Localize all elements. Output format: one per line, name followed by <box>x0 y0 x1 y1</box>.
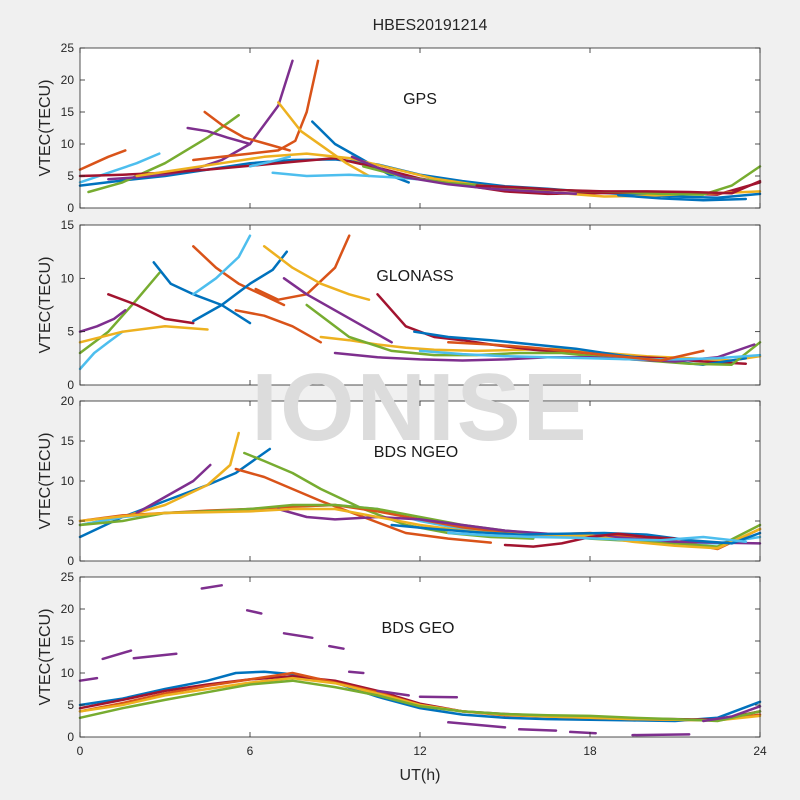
series-line <box>132 652 178 660</box>
y-tick-label: 10 <box>61 137 75 151</box>
series-line <box>78 447 272 539</box>
y-tick-label: 0 <box>67 201 74 215</box>
y-tick-label: 5 <box>67 698 74 712</box>
series-line <box>305 303 762 366</box>
series-line <box>617 193 748 202</box>
x-axis-label: UT(h) <box>400 767 441 784</box>
series-line <box>192 59 320 162</box>
y-tick-label: 10 <box>61 474 75 488</box>
series-line <box>87 113 240 194</box>
series-line <box>248 155 291 168</box>
y-axis-label: VTEC(TECU) <box>37 257 54 354</box>
series-line <box>203 110 291 152</box>
series-line <box>234 467 493 544</box>
x-tick-label: 18 <box>583 744 597 758</box>
y-tick-label: 0 <box>67 730 74 744</box>
x-tick-label: 6 <box>247 744 254 758</box>
x-tick-label: 0 <box>77 744 84 758</box>
panels: 0 5 10 15 20 25 GPS VTEC(TECU) 0 5 10 15 GLONASS VTEC… <box>37 41 767 758</box>
series-line <box>245 609 263 615</box>
series-line <box>192 234 252 296</box>
y-tick-label: 15 <box>61 105 75 119</box>
y-tick-label: 5 <box>67 169 74 183</box>
plot-area <box>80 577 760 737</box>
watermark: IONISE <box>251 354 588 461</box>
series-line <box>447 721 507 729</box>
series-line <box>282 632 314 640</box>
series-line <box>418 349 762 361</box>
panel-label: BDS GEO <box>382 620 455 637</box>
panel-1: 0 5 10 15 GLONASS VTEC(TECU) <box>37 218 762 392</box>
y-tick-label: 20 <box>61 73 75 87</box>
series-line <box>702 705 762 723</box>
series-line <box>447 341 705 362</box>
series-line <box>350 155 578 196</box>
y-tick-label: 25 <box>61 41 75 55</box>
y-axis-label: VTEC(TECU) <box>37 433 54 530</box>
series-line <box>186 126 252 146</box>
figure-title: HBES20191214 <box>373 17 488 34</box>
series-line <box>234 309 323 344</box>
panel-3: 0 5 10 15 20 25 0 6 12 18 24 BDS GEO VTEC(TECU) <box>37 570 767 758</box>
series-line <box>517 728 558 732</box>
y-tick-label: 0 <box>67 554 74 568</box>
y-axis-label: VTEC(TECU) <box>37 609 54 706</box>
series-line <box>390 523 762 545</box>
series-line <box>475 179 762 195</box>
series-line <box>277 507 762 545</box>
series-line <box>503 532 677 548</box>
series-line <box>282 277 393 344</box>
x-tick-label: 12 <box>413 744 427 758</box>
series-line <box>78 152 161 184</box>
y-tick-label: 0 <box>67 378 74 392</box>
series-line <box>78 670 762 723</box>
y-tick-label: 15 <box>61 218 75 232</box>
series-line <box>78 149 127 171</box>
series-line <box>376 689 410 697</box>
plot-area <box>80 48 760 208</box>
series-line <box>418 695 459 699</box>
series-line <box>347 670 365 675</box>
series-line <box>568 730 597 735</box>
panel-0: 0 5 10 15 20 25 GPS VTEC(TECU) <box>37 41 762 215</box>
y-axis-label: VTEC(TECU) <box>37 80 54 177</box>
series-line <box>135 463 212 515</box>
x-tick-label: 24 <box>753 744 767 758</box>
panel-label: BDS NGEO <box>374 444 458 461</box>
series-line <box>78 309 127 333</box>
y-tick-label: 5 <box>67 514 74 528</box>
series-line <box>78 271 161 355</box>
series-line <box>192 250 289 323</box>
series-line <box>192 245 286 307</box>
y-tick-label: 5 <box>67 325 74 339</box>
series-line <box>78 679 762 723</box>
panel-2: 0 5 10 15 20 BDS NGEO VTEC(TECU) <box>37 394 762 568</box>
series-line <box>78 676 99 682</box>
y-tick-label: 20 <box>61 602 75 616</box>
series-line <box>200 584 223 590</box>
y-tick-label: 25 <box>61 570 75 584</box>
series-line <box>447 531 748 544</box>
series-line <box>101 649 133 661</box>
series-line <box>328 644 345 650</box>
panel-label: GPS <box>403 91 437 108</box>
series-line <box>277 101 371 178</box>
y-tick-label: 15 <box>61 434 75 448</box>
y-tick-label: 10 <box>61 666 75 680</box>
y-tick-label: 10 <box>61 271 75 285</box>
series-line <box>107 293 195 325</box>
y-tick-label: 15 <box>61 634 75 648</box>
series-line <box>78 325 209 344</box>
series-line <box>262 245 371 301</box>
series-line <box>631 733 691 737</box>
panel-label: GLONASS <box>376 268 453 285</box>
y-tick-label: 20 <box>61 394 75 408</box>
series-line <box>78 507 762 550</box>
series-line <box>78 330 124 371</box>
